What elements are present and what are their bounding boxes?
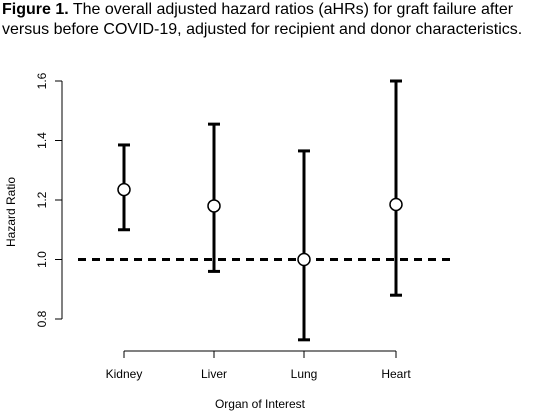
figure-caption-text: The overall adjusted hazard ratios (aHRs… <box>2 1 523 38</box>
estimate-point-liver <box>207 199 221 213</box>
y-tick-label-1.4: 1.4 <box>35 132 49 149</box>
x-axis-label: Organ of Interest <box>215 397 306 411</box>
y-axis-label: Hazard Ratio <box>4 177 18 247</box>
estimate-point-lung <box>297 252 311 267</box>
estimate-point-kidney <box>117 182 131 197</box>
x-tick-label-lung: Lung <box>291 367 318 381</box>
y-tick-label-1.0: 1.0 <box>35 251 49 268</box>
x-axis: Kidney Liver Lung Heart <box>106 350 411 381</box>
error-bars <box>117 79 403 342</box>
x-tick-label-liver: Liver <box>201 367 227 381</box>
estimate-point-heart <box>389 197 403 212</box>
figure-caption: Figure 1. The overall adjusted hazard ra… <box>2 0 531 40</box>
y-tick-label-0.8: 0.8 <box>35 310 49 327</box>
y-axis: 0.8 1.0 1.2 1.4 1.6 <box>35 72 63 327</box>
x-tick-label-heart: Heart <box>381 367 411 381</box>
x-tick-label-kidney: Kidney <box>106 367 143 381</box>
figure-label: Figure 1. <box>2 1 69 18</box>
y-tick-label-1.6: 1.6 <box>35 72 49 89</box>
y-tick-label-1.2: 1.2 <box>35 191 49 208</box>
